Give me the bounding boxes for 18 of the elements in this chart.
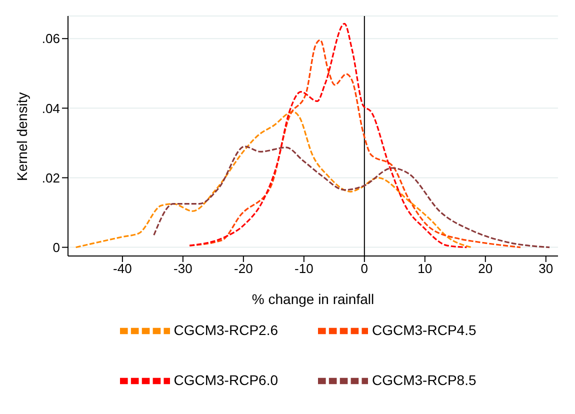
- legend-label: CGCM3-RCP6.0: [174, 372, 278, 388]
- x-tick-label: 10: [418, 261, 432, 276]
- x-tick-label: -30: [174, 261, 192, 276]
- x-tick-label: 0: [360, 261, 368, 276]
- y-tick-label: .06: [42, 31, 60, 46]
- y-tick-label: .02: [42, 170, 60, 186]
- y-axis-title: Kernel density: [14, 92, 30, 181]
- x-axis-title: % change in rainfall: [252, 291, 374, 307]
- legend-label: CGCM3-RCP8.5: [372, 372, 476, 388]
- x-tick-label: 30: [538, 261, 554, 276]
- y-tick-label: .04: [42, 100, 60, 116]
- x-tick-label: -40: [113, 261, 132, 276]
- x-tick-label: 20: [478, 261, 493, 276]
- y-tick-label: 0: [52, 240, 60, 255]
- x-tick-label: -20: [234, 261, 253, 276]
- x-tick-label: -10: [294, 261, 314, 276]
- legend-label: CGCM3-RCP4.5: [372, 322, 476, 338]
- legend-label: CGCM3-RCP2.6: [174, 322, 278, 338]
